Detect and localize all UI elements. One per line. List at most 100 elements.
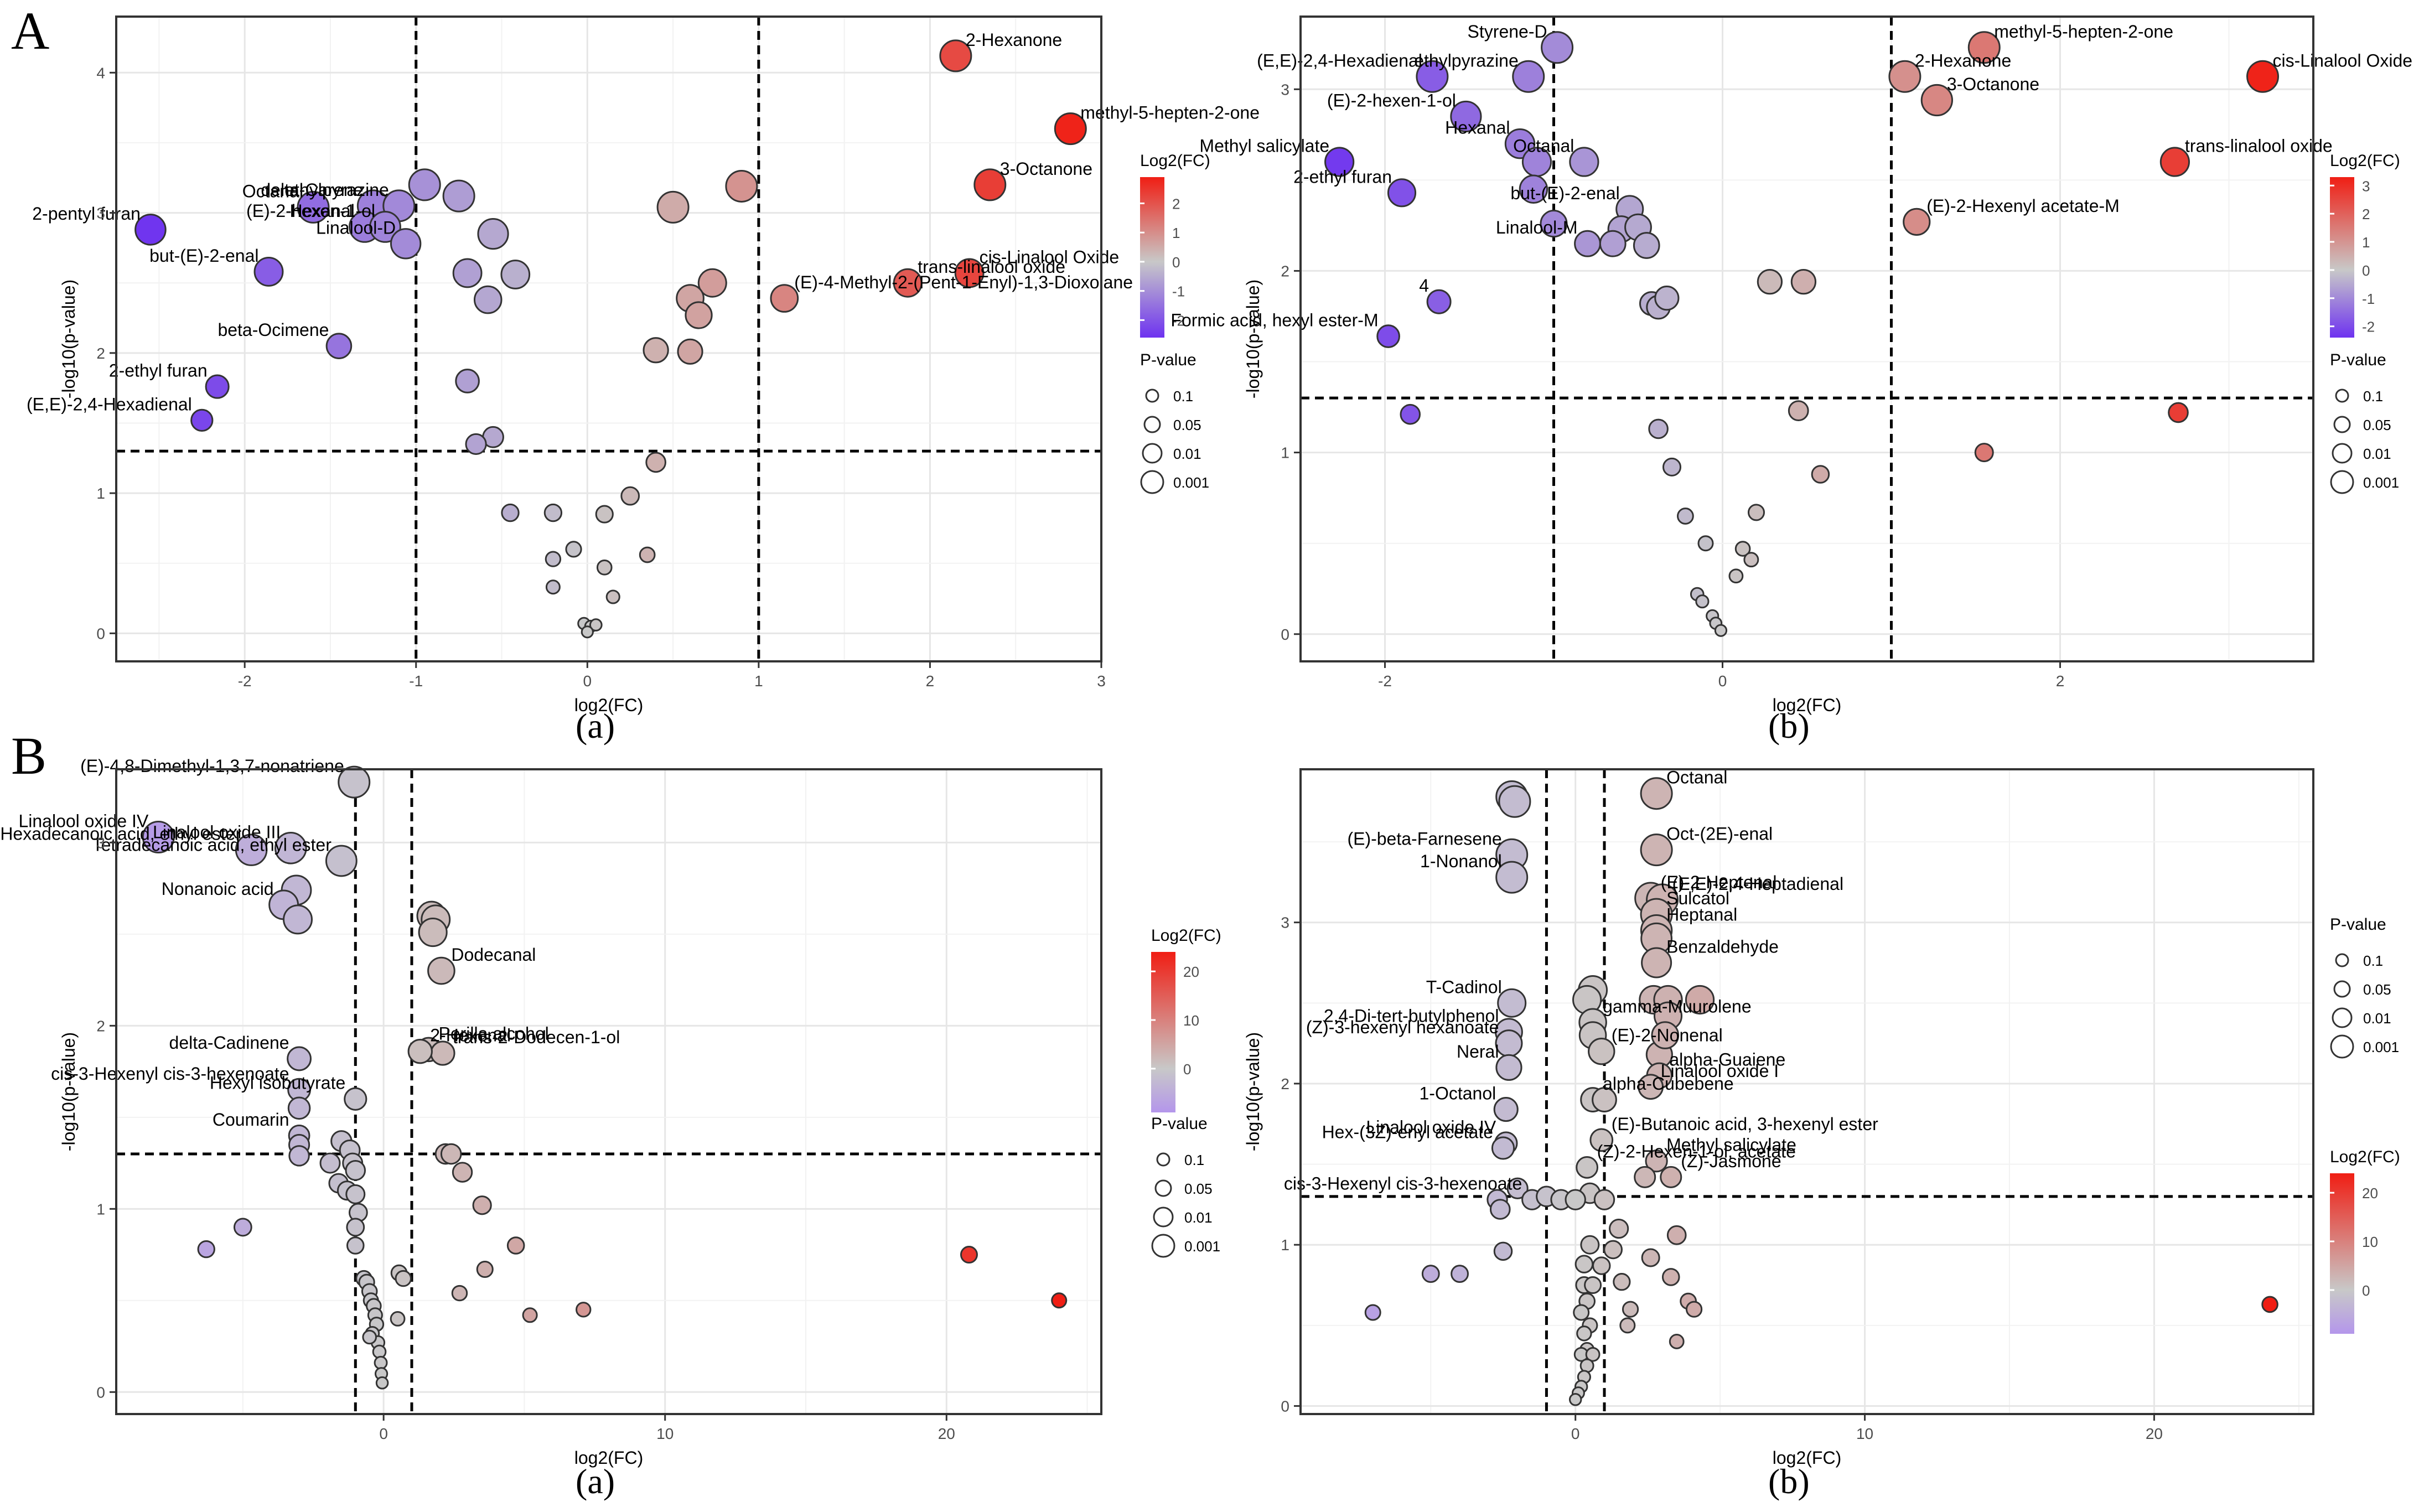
data-point <box>939 39 972 73</box>
data-point <box>345 1184 366 1204</box>
data-point <box>465 433 487 455</box>
data-point <box>319 1152 341 1174</box>
color-bar-label: 10 <box>2362 1234 2378 1250</box>
point-label: 2-pentyl furan <box>32 204 141 224</box>
data-point <box>451 1285 468 1302</box>
point-label: Octanal <box>1666 768 1727 788</box>
point-label: Styrene-D <box>1468 22 1547 42</box>
color-bar <box>1151 952 1175 1112</box>
size-legend-title: P-value <box>1151 1115 1208 1133</box>
x-tick-label: 20 <box>938 1425 955 1442</box>
data-point <box>297 190 330 224</box>
x-tick-label: 0 <box>1718 672 1727 690</box>
data-point <box>1576 1156 1599 1179</box>
point-label: delta-Cadinene <box>169 1033 289 1053</box>
data-point <box>1324 147 1355 177</box>
point-label: (Z)-Jasmone <box>1681 1151 1781 1171</box>
data-point <box>1498 785 1531 818</box>
size-legend-label: 0.05 <box>2363 417 2391 433</box>
data-point <box>452 258 483 288</box>
color-bar-label: -2 <box>1172 312 1185 329</box>
data-point <box>477 218 509 250</box>
point-label: (E)-4,8-Dimethyl-1,3,7-nonatriene <box>80 756 344 776</box>
point-label: 2-Hexanone <box>1915 50 2011 70</box>
data-point <box>1541 31 1574 64</box>
color-bar <box>2330 1173 2354 1334</box>
data-point <box>1888 60 1921 93</box>
point-label: methyl-5-hepten-2-one <box>1080 103 1260 123</box>
data-point <box>893 268 923 298</box>
size-legend-key <box>1151 1234 1175 1258</box>
point-label: (E)-beta-Farnesene <box>1347 829 1501 848</box>
color-bar-label: 20 <box>1183 964 1199 980</box>
data-point <box>1421 1265 1440 1283</box>
color-bar-label: 0 <box>2362 1282 2370 1299</box>
point-label: (E)-2-Nonenal <box>1612 1026 1723 1045</box>
color-bar-label: -1 <box>2362 291 2375 307</box>
data-point <box>1506 1177 1529 1199</box>
subpanel-label-b-a: (a) <box>576 1462 615 1501</box>
data-point <box>1580 1235 1600 1255</box>
data-point <box>1974 443 1994 463</box>
point-label: Benzaldehyde <box>1666 937 1779 957</box>
size-legend-label: 0.01 <box>1184 1209 1213 1226</box>
y-tick-label: 4 <box>96 64 105 81</box>
point-label: Perilla alcohol <box>439 1023 549 1043</box>
x-tick-label: 2 <box>926 672 935 690</box>
point-label: (E,E)-2,4-Hexadienal <box>27 394 192 414</box>
y-tick-label: 0 <box>1281 626 1289 643</box>
plot-border <box>115 768 1102 1415</box>
data-point <box>346 1218 365 1237</box>
data-point <box>677 338 703 365</box>
point-label: Linalool oxide IV <box>1366 1117 1496 1137</box>
data-point <box>1666 1225 1687 1245</box>
data-point <box>390 228 422 260</box>
data-point <box>2246 60 2279 93</box>
point-label: Hexadecanoic acid, ethyl ester <box>0 824 241 844</box>
y-axis-title: -log10(p-value) <box>1243 279 1263 398</box>
y-tick-label: 1 <box>1281 444 1289 462</box>
point-label: Linalool oxide IV <box>18 811 148 831</box>
x-tick-label: 2 <box>2056 672 2065 690</box>
point-label: Tetradecanoic acid, ethyl ester <box>92 835 332 855</box>
size-legend-key <box>1154 1179 1172 1197</box>
size-legend-title: P-value <box>2330 351 2386 369</box>
data-point <box>476 1261 494 1278</box>
row-label-b: B <box>11 726 47 785</box>
data-point <box>1677 508 1694 525</box>
size-legend-title: P-value <box>2330 915 2386 934</box>
data-point <box>205 374 230 399</box>
size-legend-key <box>2332 443 2353 464</box>
data-point <box>1697 535 1714 552</box>
subpanel-label-a-a: (a) <box>576 706 615 745</box>
size-legend-key <box>1140 470 1164 494</box>
data-point <box>973 168 1007 201</box>
y-axis-title: -log10(p-value) <box>1243 1032 1263 1151</box>
data-point <box>1512 60 1545 93</box>
point-label: Nonanoic acid <box>162 879 274 899</box>
data-point <box>1685 1301 1703 1318</box>
point-label: Octanal <box>1513 136 1574 156</box>
y-tick-label: 2 <box>1281 262 1289 279</box>
color-bar-label: 0 <box>2362 262 2370 279</box>
point-label: (E,E)-2,4-Hexadienal <box>1257 50 1422 70</box>
color-bar-label: 1 <box>1172 225 1180 241</box>
point-label: 4 <box>1419 276 1429 296</box>
size-legend-label: 0.1 <box>2363 952 2383 969</box>
color-bar-label: 0 <box>1172 254 1180 271</box>
x-tick-label: 10 <box>1856 1425 1873 1442</box>
data-point <box>565 541 582 558</box>
x-tick-label: 0 <box>583 672 592 690</box>
point-label: (E,E)-2,4-Heptadienal <box>1672 874 1843 894</box>
size-legend-label: 0.1 <box>1184 1152 1204 1168</box>
data-point <box>1640 777 1673 810</box>
data-point <box>545 579 561 595</box>
data-point <box>325 845 358 877</box>
data-point <box>408 168 441 201</box>
data-point <box>589 618 603 632</box>
data-point <box>500 260 531 289</box>
point-label: Oct-(2E)-enal <box>1666 824 1773 844</box>
data-point <box>1495 861 1529 894</box>
y-tick-label: 3 <box>96 834 105 851</box>
data-point <box>1648 418 1669 439</box>
